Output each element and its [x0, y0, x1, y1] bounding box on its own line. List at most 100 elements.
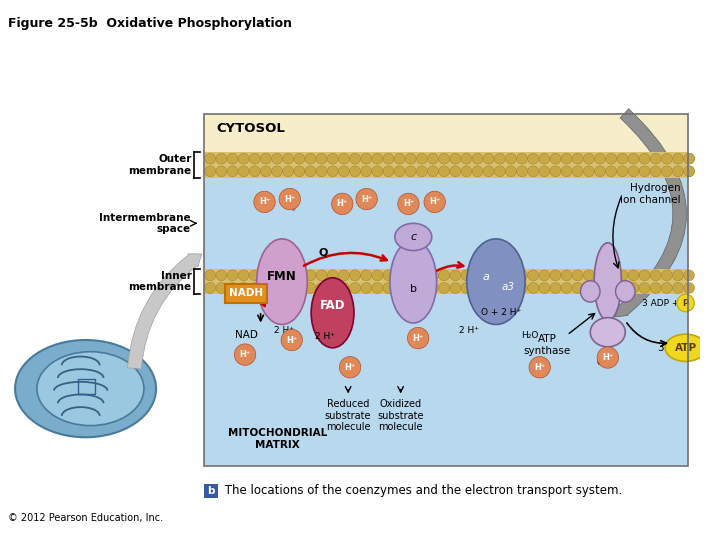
Circle shape: [639, 153, 650, 164]
Circle shape: [283, 282, 294, 293]
Circle shape: [383, 282, 394, 293]
Circle shape: [528, 153, 539, 164]
Circle shape: [672, 153, 683, 164]
Circle shape: [606, 153, 616, 164]
Text: Hydrogen
ion channel: Hydrogen ion channel: [620, 184, 680, 205]
Text: 2 H⁺: 2 H⁺: [459, 326, 479, 335]
Circle shape: [428, 166, 438, 177]
Circle shape: [361, 153, 372, 164]
Circle shape: [271, 153, 282, 164]
Circle shape: [495, 166, 505, 177]
Text: Inner
membrane: Inner membrane: [128, 271, 192, 293]
Ellipse shape: [37, 352, 144, 426]
Circle shape: [227, 166, 238, 177]
Circle shape: [316, 153, 327, 164]
Circle shape: [662, 270, 672, 281]
Ellipse shape: [311, 278, 354, 348]
Text: H⁺: H⁺: [259, 198, 270, 206]
Circle shape: [428, 166, 438, 177]
Circle shape: [294, 270, 305, 281]
Circle shape: [283, 153, 294, 164]
Circle shape: [316, 270, 327, 281]
Text: CYTOSOL: CYTOSOL: [216, 122, 284, 135]
Circle shape: [517, 166, 528, 177]
Circle shape: [238, 153, 249, 164]
Circle shape: [561, 153, 572, 164]
Circle shape: [356, 188, 377, 210]
Circle shape: [583, 166, 594, 177]
Circle shape: [561, 270, 572, 281]
Circle shape: [294, 166, 305, 177]
Circle shape: [249, 270, 260, 281]
Circle shape: [662, 166, 672, 177]
Circle shape: [528, 153, 539, 164]
Circle shape: [561, 153, 572, 164]
Circle shape: [408, 327, 429, 349]
Circle shape: [261, 153, 271, 164]
Text: H⁺: H⁺: [286, 335, 297, 345]
Circle shape: [617, 166, 628, 177]
Circle shape: [583, 282, 594, 293]
Circle shape: [472, 153, 483, 164]
Circle shape: [662, 282, 672, 293]
Circle shape: [204, 166, 216, 177]
Circle shape: [628, 270, 639, 281]
Circle shape: [216, 282, 227, 293]
Text: H⁺: H⁺: [344, 363, 356, 372]
Circle shape: [394, 270, 405, 281]
Circle shape: [495, 166, 505, 177]
Circle shape: [416, 153, 427, 164]
Circle shape: [505, 166, 516, 177]
Circle shape: [216, 166, 227, 177]
Circle shape: [227, 153, 238, 164]
Circle shape: [216, 153, 227, 164]
Text: ATP
synthase: ATP synthase: [524, 334, 571, 356]
Circle shape: [628, 166, 639, 177]
Circle shape: [561, 282, 572, 293]
Circle shape: [316, 153, 327, 164]
Circle shape: [394, 153, 405, 164]
Circle shape: [461, 153, 472, 164]
Circle shape: [461, 166, 472, 177]
Circle shape: [338, 166, 349, 177]
Circle shape: [472, 166, 483, 177]
Circle shape: [271, 166, 282, 177]
Circle shape: [684, 153, 695, 164]
Circle shape: [271, 270, 282, 281]
Circle shape: [238, 270, 249, 281]
Circle shape: [684, 153, 695, 164]
Circle shape: [428, 153, 438, 164]
Circle shape: [461, 270, 472, 281]
Circle shape: [216, 153, 227, 164]
Circle shape: [249, 153, 260, 164]
Circle shape: [261, 153, 271, 164]
Circle shape: [450, 282, 461, 293]
Circle shape: [428, 282, 438, 293]
Text: 2 H⁺: 2 H⁺: [315, 332, 335, 341]
Circle shape: [305, 153, 316, 164]
Circle shape: [416, 166, 427, 177]
Circle shape: [328, 270, 338, 281]
Circle shape: [350, 166, 361, 177]
Circle shape: [238, 166, 249, 177]
Text: 3 ADP + 3: 3 ADP + 3: [642, 299, 690, 308]
Circle shape: [539, 282, 550, 293]
Circle shape: [249, 282, 260, 293]
Text: H⁺: H⁺: [284, 194, 295, 204]
Circle shape: [539, 153, 550, 164]
Circle shape: [628, 282, 639, 293]
Circle shape: [428, 270, 438, 281]
Circle shape: [261, 166, 271, 177]
Circle shape: [227, 166, 238, 177]
Circle shape: [472, 282, 483, 293]
Circle shape: [397, 193, 419, 214]
Circle shape: [372, 153, 383, 164]
Circle shape: [394, 153, 405, 164]
Circle shape: [495, 282, 505, 293]
Circle shape: [550, 282, 561, 293]
Circle shape: [204, 153, 216, 164]
Circle shape: [639, 153, 650, 164]
Circle shape: [684, 166, 695, 177]
Circle shape: [450, 166, 461, 177]
Circle shape: [650, 153, 661, 164]
